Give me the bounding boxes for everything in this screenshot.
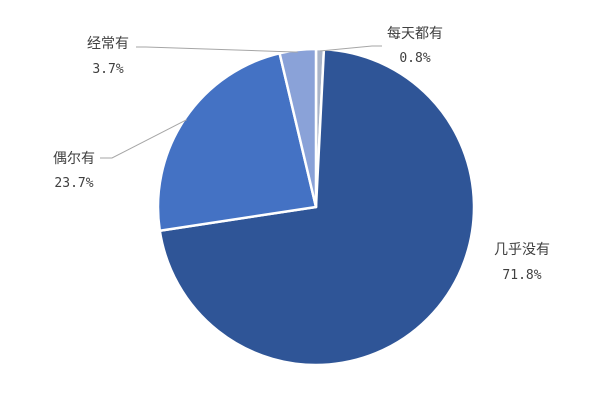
slice-category-label: 偶尔有 bbox=[53, 151, 95, 167]
slice-value-label: 3.7% bbox=[92, 62, 123, 77]
pie-slices bbox=[156, 47, 476, 367]
leader-line-occasionally bbox=[100, 119, 187, 159]
slice-value-label: 71.8% bbox=[502, 268, 541, 283]
slice-value-label: 0.8% bbox=[399, 51, 430, 66]
slice-label-almost-never: 几乎没有 71.8% bbox=[494, 242, 550, 283]
leader-lines bbox=[100, 45, 382, 159]
slice-category-label: 每天都有 bbox=[387, 26, 443, 42]
slice-category-label: 几乎没有 bbox=[494, 242, 550, 258]
slice-label-occasionally: 偶尔有 23.7% bbox=[53, 151, 95, 191]
slice-value-label: 23.7% bbox=[54, 176, 93, 191]
slice-occasionally bbox=[156, 52, 318, 232]
leader-line-daily bbox=[319, 45, 382, 52]
leader-line-often bbox=[136, 46, 298, 53]
slice-label-daily: 每天都有 0.8% bbox=[387, 26, 443, 66]
slice-category-label: 经常有 bbox=[87, 36, 129, 52]
slice-often bbox=[278, 47, 318, 209]
slice-label-often: 经常有 3.7% bbox=[87, 36, 129, 77]
